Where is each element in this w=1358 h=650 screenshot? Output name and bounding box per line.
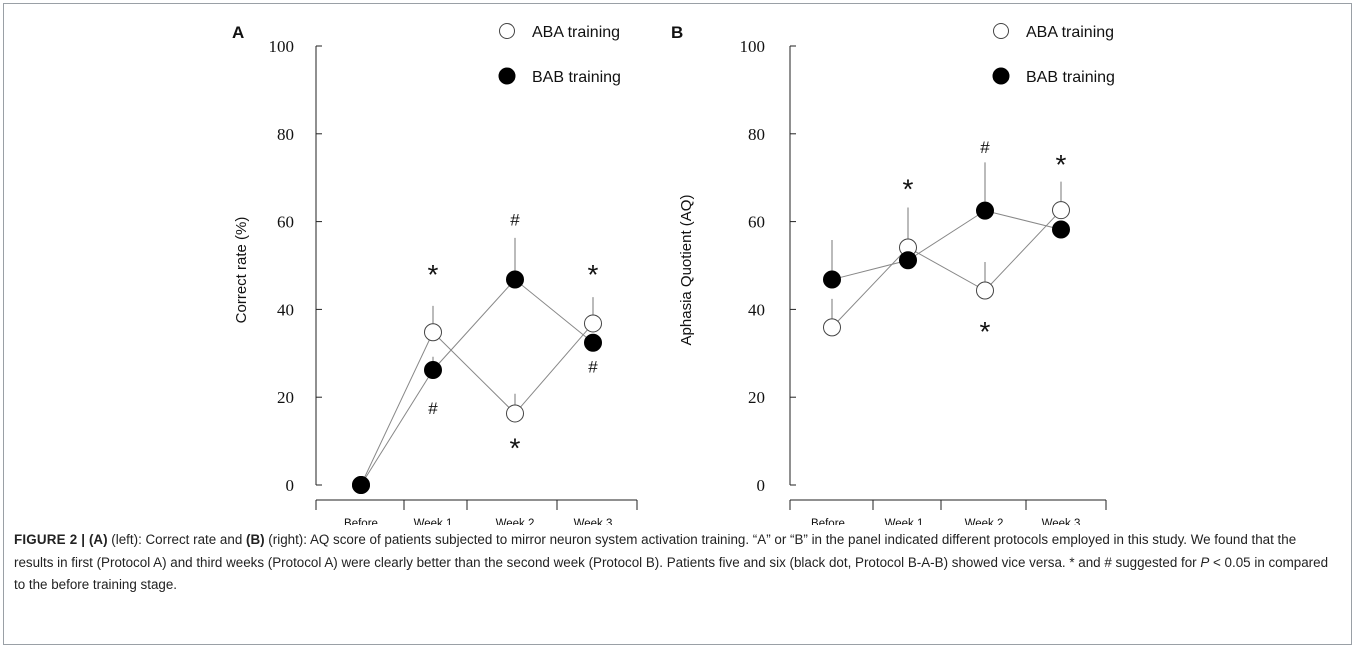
caption-panel-a-text: (left): Correct rate and <box>107 532 246 547</box>
panel-a-series-aba-point <box>424 323 442 342</box>
panel-a-legend-bab-label: BAB training <box>532 69 621 86</box>
panel-b-series-bab-point <box>1052 220 1070 239</box>
panel-b-series-aba-point <box>976 281 994 300</box>
panel-b-y-tick-label: 20 <box>748 388 765 407</box>
panel-a-x-tick-label: Week 2 <box>496 518 535 525</box>
panel-a-y-axis-label: Correct rate (%) <box>233 217 250 324</box>
panel-b-y-tick-label: 0 <box>757 476 766 495</box>
caption-tail-text: < 0.05 in compared to the before trainin… <box>14 554 1329 593</box>
panel-b-y-axis-label: Aphasia Quotient (AQ) <box>678 195 695 346</box>
panel-a-series-aba-point <box>506 404 524 423</box>
panel-a-x-tick-label: Before <box>344 518 378 525</box>
panel-b-x-tick-label: Week 1 <box>885 518 924 525</box>
panel-a-significance-hash: # <box>428 399 438 418</box>
panel-a-y-tick-label: 80 <box>277 125 294 144</box>
caption-p-symbol: P <box>1200 554 1210 570</box>
panel-a-series-bab-point <box>506 270 524 289</box>
panel-b-y-tick-label: 80 <box>748 125 765 144</box>
figure-frame <box>3 3 1352 645</box>
panel-a-series-bab-point <box>584 333 602 352</box>
panel-a-panel-label: A <box>232 23 244 42</box>
caption-panel-a-label: (A) <box>88 532 108 547</box>
panel-b-series-aba-line <box>831 209 1062 328</box>
panel-b-series-aba-point <box>823 318 841 337</box>
panel-b-y-tick-label: 100 <box>740 37 766 56</box>
panel-b-series-bab-point <box>976 201 994 220</box>
panel-b-legend-aba-marker <box>993 23 1009 39</box>
panel-a-x-tick-label: Week 3 <box>574 518 613 525</box>
panel-a-y-tick-label: 100 <box>269 37 295 56</box>
figure-caption: FIGURE 2 | (A) (left): Correct rate and … <box>14 529 1334 597</box>
panel-b-chart: 0 20 40 60 80 100 Before Week 1 Week 2 Week 3 Apha… <box>671 23 1115 525</box>
panel-b-x-tick-label: Before <box>811 518 845 525</box>
panel-a-series-bab-point <box>424 360 442 379</box>
panel-b-series-bab-point <box>899 251 917 270</box>
figure-charts: 0 20 40 60 80 100 Before Week 1 Week 2 Week 3 Corr… <box>232 23 1115 525</box>
panel-a-y-tick-label: 40 <box>277 300 294 319</box>
panel-a-y-tick-label: 0 <box>286 476 295 495</box>
panel-a-y-tick-label: 20 <box>277 388 294 407</box>
panel-b-significance-hash: # <box>980 138 990 157</box>
panel-a-chart: 0 20 40 60 80 100 Before Week 1 Week 2 Week 3 Corr… <box>232 23 638 525</box>
panel-a-legend-bab-marker <box>498 67 516 85</box>
caption-panel-b-text: (right): AQ score of patients subjected … <box>14 532 1297 570</box>
panel-b-significance-star: * <box>903 173 914 204</box>
panel-a-y-tick-label: 60 <box>277 213 294 232</box>
panel-a-series-aba-line <box>360 323 594 486</box>
panel-b-legend-bab-label: BAB training <box>1026 69 1115 86</box>
panel-b-series-aba-point <box>1052 201 1070 220</box>
caption-figure-label: FIGURE 2 | <box>14 532 86 547</box>
caption-panel-b-label: (B) <box>245 532 265 547</box>
panel-b-legend-aba-label: ABA training <box>1026 24 1114 41</box>
panel-a-significance-star: * <box>588 259 599 290</box>
panel-b-y-tick-label: 60 <box>748 213 765 232</box>
panel-a-significance-hash: # <box>510 210 520 229</box>
panel-a-x-tick-label: Week 1 <box>414 518 453 525</box>
panel-b-y-tick-label: 40 <box>748 300 765 319</box>
panel-b-series-bab-point <box>823 270 841 289</box>
panel-a-series-bab-line <box>360 278 594 486</box>
panel-b-significance-star: * <box>980 316 991 347</box>
panel-b-series-bab-line <box>831 210 1062 281</box>
panel-a-legend-aba-marker <box>499 23 515 39</box>
panel-b-x-tick-label: Week 2 <box>965 518 1004 525</box>
panel-b-significance-star: * <box>1056 149 1067 180</box>
panel-a-significance-star: * <box>428 259 439 290</box>
panel-b-x-tick-label: Week 3 <box>1042 518 1081 525</box>
panel-a-legend-aba-label: ABA training <box>532 24 620 41</box>
panel-a-significance-hash: # <box>588 357 598 376</box>
panel-b-legend-bab-marker <box>992 67 1010 85</box>
panel-a-significance-star: * <box>510 432 521 463</box>
panel-b-panel-label: B <box>671 23 683 42</box>
panel-a-series-aba-point <box>584 314 602 333</box>
panel-a-series-bab-point <box>352 476 370 494</box>
